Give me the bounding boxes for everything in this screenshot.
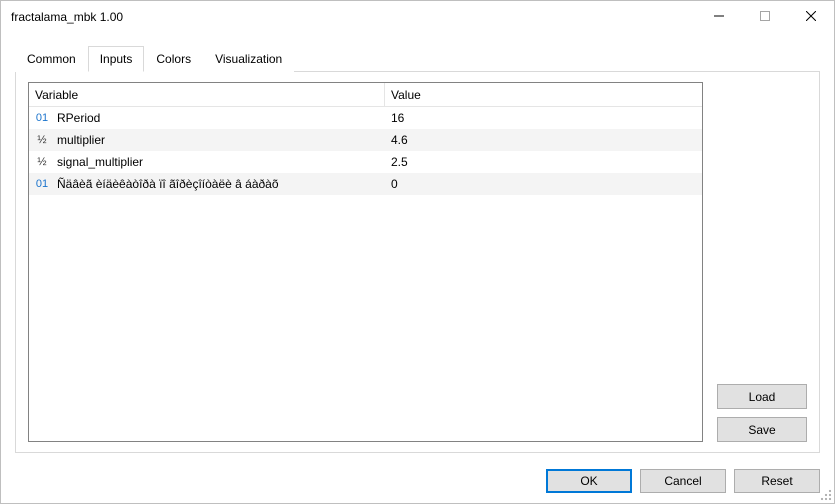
table-body: 01RPeriod16½multiplier4.6½signal_multipl… [29, 107, 702, 441]
table-header: Variable Value [29, 83, 702, 107]
save-button[interactable]: Save [717, 417, 807, 442]
dialog-footer: OK Cancel Reset [1, 461, 834, 503]
titlebar-buttons [696, 1, 834, 32]
variable-value[interactable]: 4.6 [385, 133, 702, 147]
cancel-button[interactable]: Cancel [640, 469, 726, 493]
variable-name: signal_multiplier [55, 155, 385, 169]
tab-strip: Common Inputs Colors Visualization [15, 45, 820, 71]
side-button-panel: Load Save [717, 82, 807, 442]
window-title: fractalama_mbk 1.00 [11, 10, 696, 24]
table-row[interactable]: 01Ñäâèã èíäèêàòîðà ïî ãîðèçîíòàëè â áàðà… [29, 173, 702, 195]
ok-button[interactable]: OK [546, 469, 632, 493]
table-row[interactable]: ½signal_multiplier2.5 [29, 151, 702, 173]
reset-button[interactable]: Reset [734, 469, 820, 493]
client-area: Common Inputs Colors Visualization Varia… [1, 33, 834, 461]
variable-name: RPeriod [55, 111, 385, 125]
dialog-window: fractalama_mbk 1.00 Common Inputs Colors… [0, 0, 835, 504]
type-int-icon: 01 [29, 178, 55, 190]
table-row[interactable]: ½multiplier4.6 [29, 129, 702, 151]
load-button[interactable]: Load [717, 384, 807, 409]
tab-panel-inputs: Variable Value 01RPeriod16½multiplier4.6… [15, 71, 820, 453]
column-header-variable[interactable]: Variable [29, 83, 385, 106]
tab-colors[interactable]: Colors [144, 46, 203, 72]
variable-name: Ñäâèã èíäèêàòîðà ïî ãîðèçîíòàëè â áàðàõ [55, 177, 385, 191]
variable-name: multiplier [55, 133, 385, 147]
variable-value[interactable]: 0 [385, 177, 702, 191]
tab-inputs[interactable]: Inputs [88, 46, 145, 72]
variable-value[interactable]: 2.5 [385, 155, 702, 169]
titlebar: fractalama_mbk 1.00 [1, 1, 834, 33]
maximize-icon [760, 11, 770, 21]
resize-grip-icon[interactable] [818, 487, 832, 501]
maximize-button [742, 1, 788, 31]
minimize-icon [714, 11, 724, 21]
close-button[interactable] [788, 1, 834, 31]
close-icon [806, 11, 816, 21]
type-real-icon: ½ [29, 134, 55, 146]
tab-common[interactable]: Common [15, 46, 88, 72]
type-int-icon: 01 [29, 112, 55, 124]
minimize-button[interactable] [696, 1, 742, 31]
inputs-table: Variable Value 01RPeriod16½multiplier4.6… [28, 82, 703, 442]
column-header-value[interactable]: Value [385, 83, 702, 106]
variable-value[interactable]: 16 [385, 111, 702, 125]
tab-visualization[interactable]: Visualization [203, 46, 294, 72]
type-real-icon: ½ [29, 156, 55, 168]
table-row[interactable]: 01RPeriod16 [29, 107, 702, 129]
